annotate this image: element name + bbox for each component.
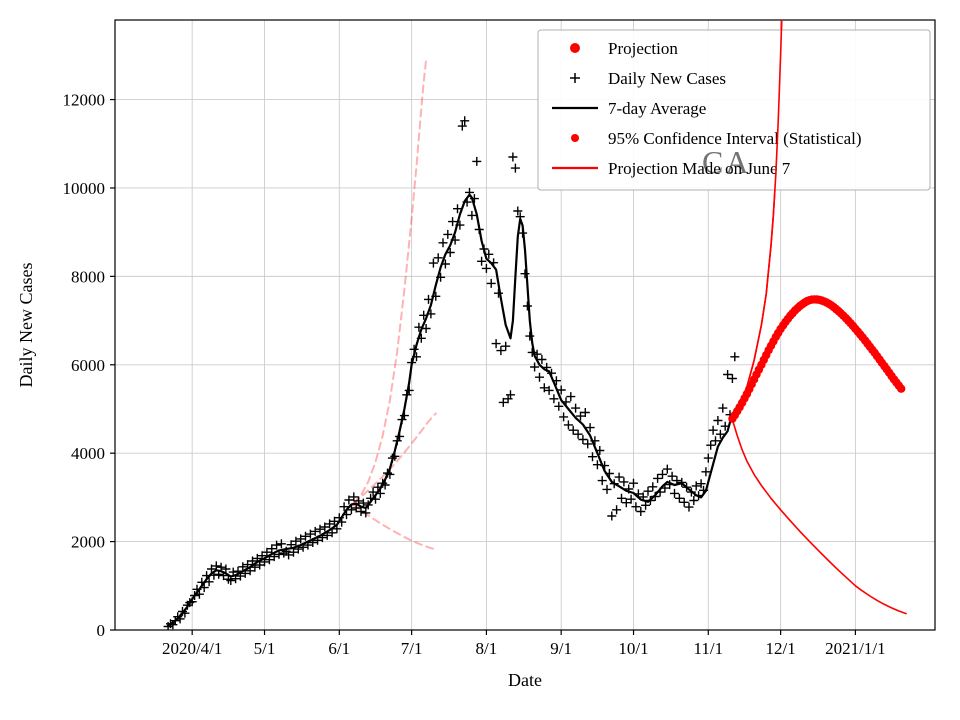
series-june7-lower-ci bbox=[352, 503, 437, 551]
plot-series-topmost bbox=[731, 20, 783, 419]
legend-label: 7-day Average bbox=[608, 99, 706, 118]
y-tick-label: 0 bbox=[97, 621, 106, 640]
y-tick-label: 4000 bbox=[71, 444, 105, 463]
y-tick-label: 2000 bbox=[71, 533, 105, 552]
x-tick-label: 10/1 bbox=[618, 639, 648, 658]
series-june7-projection bbox=[352, 412, 437, 505]
series-projection bbox=[728, 295, 906, 423]
series-june7-upper-ci bbox=[352, 58, 428, 505]
legend-dot-icon bbox=[570, 43, 580, 53]
legend-plus-icon bbox=[570, 73, 580, 83]
legend-box bbox=[537, 29, 931, 191]
x-tick-label: 7/1 bbox=[401, 639, 423, 658]
legend-label: Projection bbox=[608, 39, 678, 58]
x-tick-label: 6/1 bbox=[328, 639, 350, 658]
legend-entry-4: Projection Made on June 7 bbox=[552, 159, 791, 178]
x-tick-label: 12/1 bbox=[766, 639, 796, 658]
legend-dot-icon bbox=[571, 134, 579, 142]
legend-entry-2: 7-day Average bbox=[552, 99, 706, 118]
series-ci-lower bbox=[731, 418, 907, 615]
x-tick-label: 11/1 bbox=[693, 639, 723, 658]
legend-entry-3: 95% Confidence Interval (Statistical) bbox=[571, 129, 862, 148]
projection-dot bbox=[897, 384, 906, 393]
legend: Projection Daily New Cases 7-day Average 95… bbox=[537, 29, 931, 191]
plot-series bbox=[163, 20, 907, 630]
y-tick-label: 10000 bbox=[63, 179, 106, 198]
legend-label: 95% Confidence Interval (Statistical) bbox=[608, 129, 862, 148]
legend-entry-1: Daily New Cases bbox=[570, 69, 726, 88]
y-tick-label: 12000 bbox=[63, 91, 106, 110]
y-tick-label: 8000 bbox=[71, 267, 105, 286]
legend-label: Projection Made on June 7 bbox=[608, 159, 791, 178]
x-tick-label: 5/1 bbox=[254, 639, 276, 658]
series-ci-upper bbox=[731, 20, 783, 419]
legend-entry-0: Projection bbox=[570, 39, 678, 58]
x-tick-label: 2021/1/1 bbox=[825, 639, 885, 658]
series-seven-day-average bbox=[167, 193, 732, 627]
x-axis-label: Date bbox=[508, 670, 542, 690]
legend-label: Daily New Cases bbox=[608, 69, 726, 88]
x-tick-label: 9/1 bbox=[550, 639, 572, 658]
y-axis-label: Daily New Cases bbox=[16, 263, 36, 388]
axes: 2020/4/1 5/1 6/1 7/1 8/1 9/1 10/1 11/1 12/1 2021/… bbox=[63, 91, 886, 658]
x-tick-label: 8/1 bbox=[476, 639, 498, 658]
x-tick-label: 2020/4/1 bbox=[162, 639, 222, 658]
watermark: CA bbox=[702, 144, 750, 180]
y-tick-label: 6000 bbox=[71, 356, 105, 375]
axes-frame bbox=[114, 19, 936, 631]
